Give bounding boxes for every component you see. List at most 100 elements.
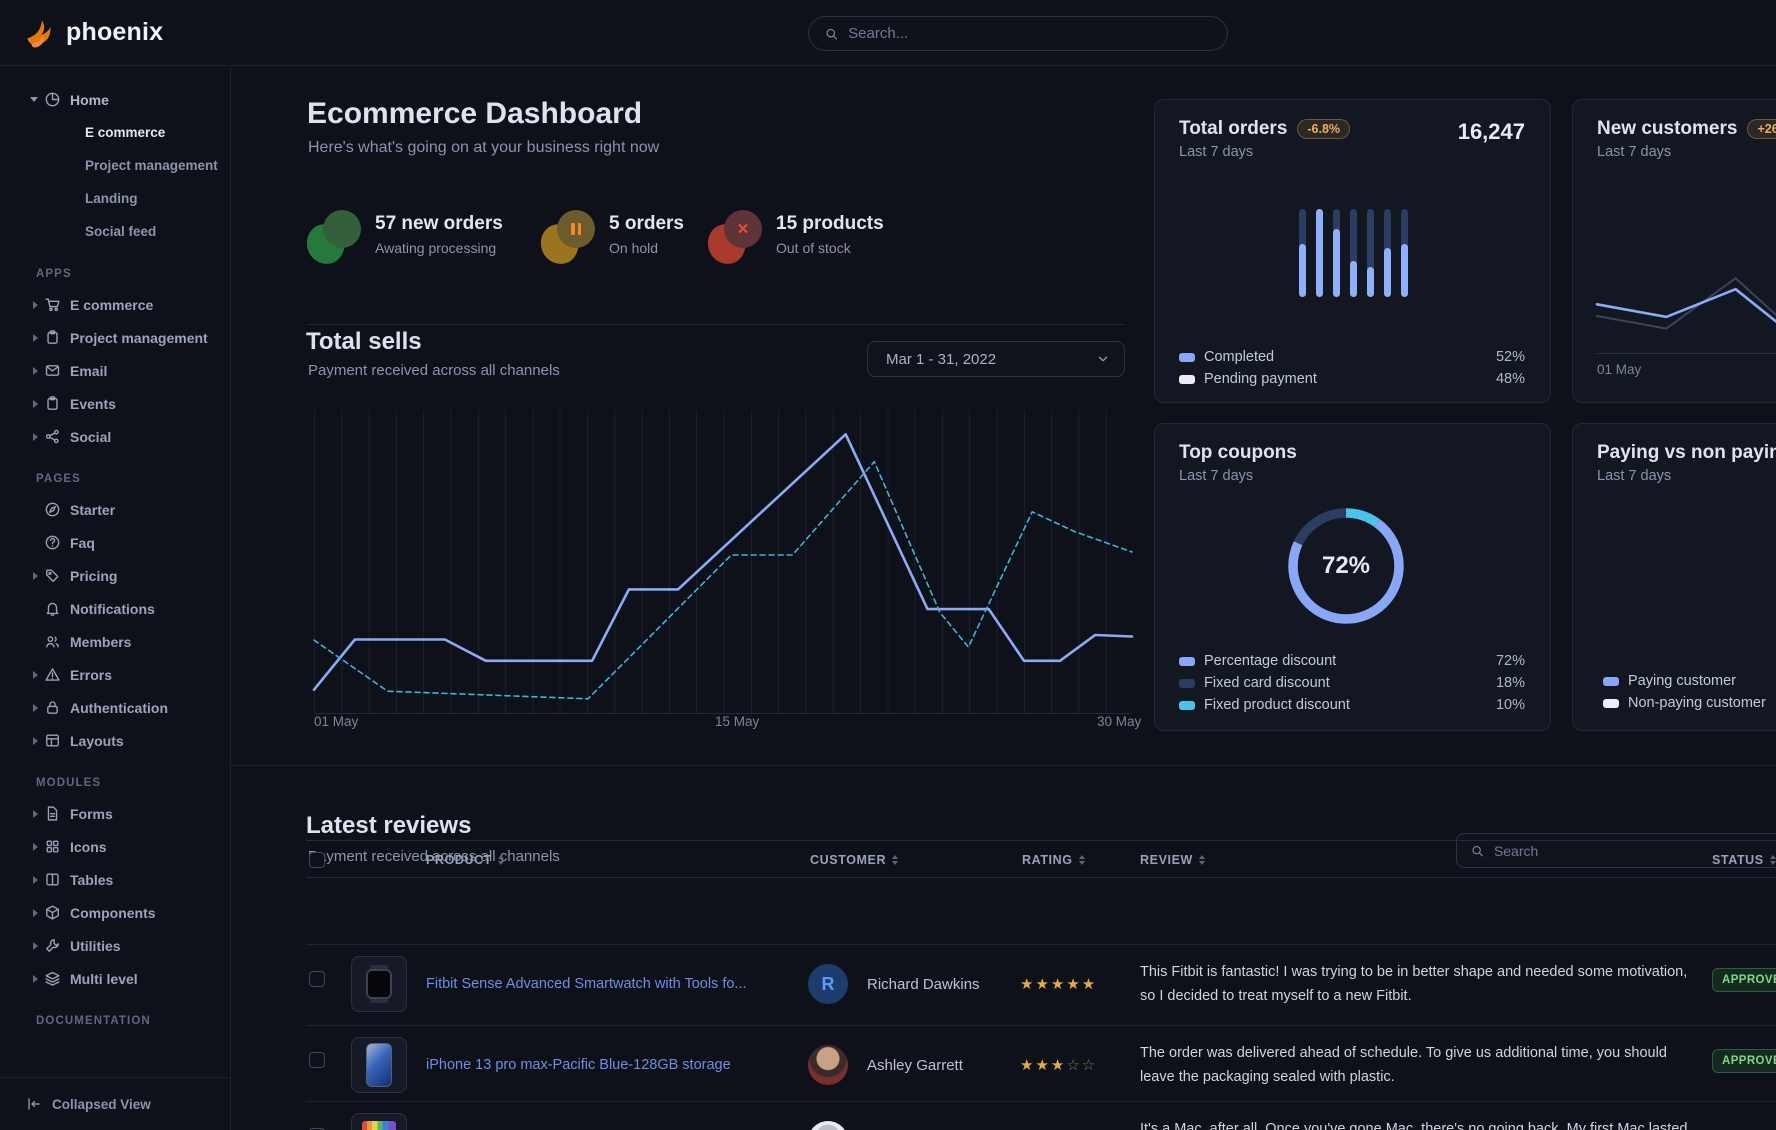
caret-right-icon [33, 842, 38, 851]
sidebar-item-icon [44, 838, 61, 855]
sidebar-item-label: Multi level [70, 970, 138, 987]
sidebar-item[interactable]: Errors [0, 658, 230, 691]
bar [1367, 209, 1374, 297]
column-header-status[interactable]: STATUS [1712, 841, 1776, 879]
sidebar-subitem[interactable]: Project management [85, 158, 218, 173]
stat-item: 57 new orders Awating processing [303, 210, 503, 268]
column-header-review[interactable]: REVIEW [1140, 841, 1205, 879]
section-divider [231, 765, 1776, 766]
sidebar-item-label: Faq [70, 534, 95, 551]
bar-fill [1316, 209, 1323, 297]
caret-right-icon [33, 399, 38, 408]
sidebar-item-icon [44, 296, 61, 313]
collapsed-view-toggle[interactable]: Collapsed View [0, 1077, 230, 1130]
sidebar-item[interactable]: Events [0, 387, 230, 420]
sidebar-item[interactable]: Utilities [0, 929, 230, 962]
rating-stars: ★★★☆☆ [1020, 1056, 1097, 1074]
total-sells-lines [312, 432, 1134, 700]
product-link[interactable]: Fitbit Sense Advanced Smartwatch with To… [426, 976, 747, 992]
sidebar-item[interactable]: Icons [0, 830, 230, 863]
pie-chart-icon [44, 91, 61, 108]
review-text: It's a Mac, after all. Once you've gone … [1140, 1117, 1687, 1130]
sidebar-item[interactable]: Social [0, 420, 230, 453]
legend-swatch [1179, 656, 1195, 666]
sidebar-section-label: DOCUMENTATION [36, 1015, 151, 1027]
card-period: Last 7 days [1597, 144, 1672, 160]
legend-row: Fixed card discount 18% [1179, 672, 1525, 694]
legend-row: Percentage discount 72% [1179, 650, 1525, 672]
sidebar-item-icon [44, 871, 61, 888]
stat-badge-circle [323, 210, 361, 248]
legend-label: Pending payment [1204, 371, 1317, 387]
sidebar-subitem[interactable]: Social feed [85, 224, 157, 239]
sidebar-item-label: Starter [70, 501, 116, 518]
legend-label: Non-paying customer [1628, 695, 1766, 711]
product-thumbnail[interactable] [351, 1113, 407, 1130]
stat-caption: Out of stock [776, 240, 851, 256]
sidebar-section-label: PAGES [36, 473, 81, 485]
select-all-checkbox[interactable] [309, 852, 325, 868]
caret-right-icon [33, 809, 38, 818]
avatar-initial: R [821, 973, 835, 994]
sidebar-item[interactable]: Project management [0, 321, 230, 354]
sidebar-section-label: APPS [36, 268, 72, 280]
legend-row: Completed 52% [1179, 346, 1525, 368]
card-title: Paying vs non paying [1597, 442, 1776, 463]
card-title: New customers [1597, 118, 1738, 139]
sidebar-item[interactable]: Email [0, 354, 230, 387]
chevron-down-icon [1098, 356, 1108, 362]
sidebar-item-home[interactable]: Home [0, 83, 230, 116]
row-checkbox[interactable] [309, 1052, 325, 1068]
date-range-select[interactable]: Mar 1 - 31, 2022 [867, 341, 1125, 377]
sidebar-item[interactable]: E commerce [0, 288, 230, 321]
page-title: Ecommerce Dashboard [307, 97, 643, 130]
sidebar-item[interactable]: Forms [0, 797, 230, 830]
main-content: Ecommerce Dashboard Here's what's going … [231, 66, 1776, 1130]
sidebar-item[interactable]: Notifications [0, 592, 230, 625]
sidebar-item[interactable]: Components [0, 896, 230, 929]
brand-name: phoenix [66, 18, 164, 46]
legend-row: Pending payment 48% [1179, 368, 1525, 390]
search-icon [826, 28, 838, 40]
product-link[interactable]: iPhone 13 pro max-Pacific Blue-128GB sto… [426, 1057, 731, 1073]
navbar-search[interactable] [808, 16, 1228, 51]
row-checkbox[interactable] [309, 971, 325, 987]
pause-icon [571, 223, 581, 235]
sidebar-item[interactable]: Faq [0, 526, 230, 559]
product-thumbnail[interactable] [351, 956, 407, 1012]
stat-value: 15 products [776, 213, 884, 234]
legend-swatch [1603, 676, 1619, 686]
bar [1350, 209, 1357, 297]
navbar-search-input[interactable] [848, 25, 1211, 42]
coupons-legend: Percentage discount 72% Fixed card disco… [1179, 650, 1525, 716]
sidebar-item[interactable]: Tables [0, 863, 230, 896]
sidebar-item-label: Tables [70, 871, 114, 888]
card-period: Last 7 days [1597, 468, 1672, 484]
brand-logo[interactable]: phoenix [0, 16, 163, 50]
phoenix-logo-icon [27, 19, 51, 48]
reviews-search[interactable] [1456, 833, 1776, 868]
reviews-search-input[interactable] [1493, 842, 1771, 859]
column-header-product[interactable]: PRODUCT [426, 841, 505, 879]
sidebar-item[interactable]: Members [0, 625, 230, 658]
review-text: The order was delivered ahead of schedul… [1140, 1041, 1667, 1089]
sidebar-item-icon [44, 534, 61, 551]
sidebar-item[interactable]: Layouts [0, 724, 230, 757]
sidebar-subitem[interactable]: Landing [85, 191, 138, 206]
sidebar-item-label: Project management [70, 329, 208, 346]
column-header-customer[interactable]: CUSTOMER [810, 841, 899, 879]
paying-card: Paying vs non paying Last 7 days Paying … [1572, 423, 1776, 731]
legend-value: 18% [1495, 675, 1525, 691]
product-thumbnail[interactable] [351, 1037, 407, 1093]
sidebar-item-label: Icons [70, 838, 107, 855]
sidebar-item[interactable]: Multi level [0, 962, 230, 995]
sidebar-item[interactable]: Starter [0, 493, 230, 526]
sidebar-item[interactable]: Authentication [0, 691, 230, 724]
caret-right-icon [33, 670, 38, 679]
sidebar-item[interactable]: Pricing [0, 559, 230, 592]
sidebar-subitem[interactable]: E commerce [85, 125, 166, 140]
stat-text: 5 orders On hold [609, 210, 684, 264]
sidebar-section-items: Forms Icons Tables [0, 797, 230, 995]
column-header-rating[interactable]: RATING [1022, 841, 1085, 879]
bar-fill [1350, 260, 1357, 297]
